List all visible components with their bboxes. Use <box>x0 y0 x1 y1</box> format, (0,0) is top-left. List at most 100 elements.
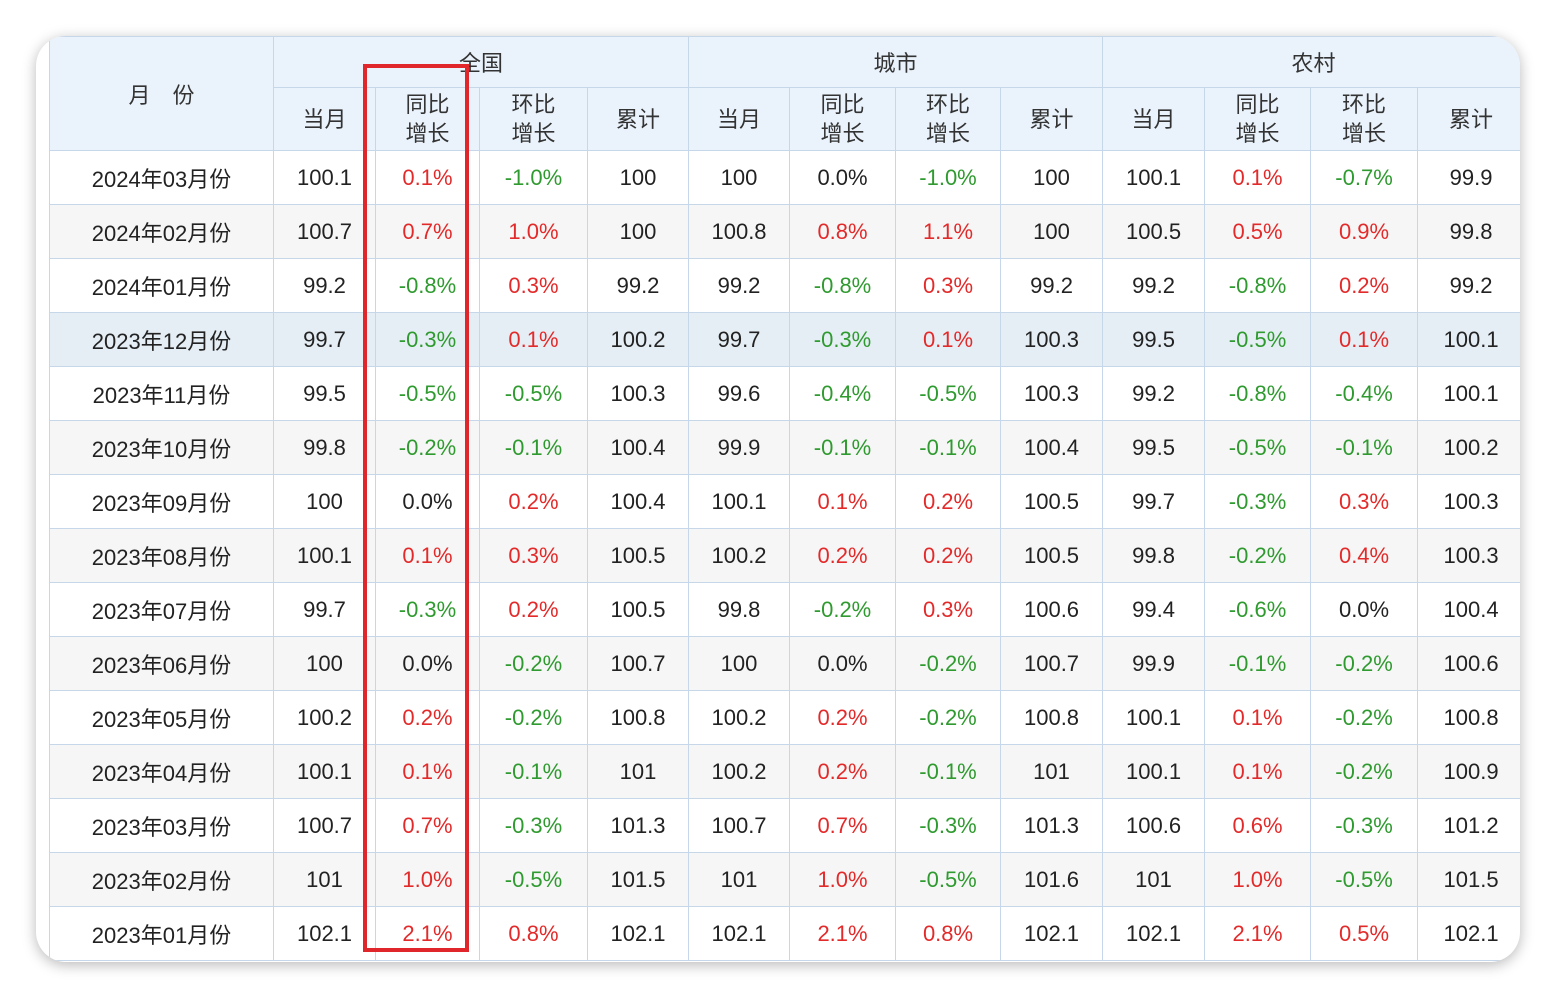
cell-rural-current-month: 99.5 <box>1102 420 1206 475</box>
cell-urban-current-month: 100 <box>688 150 791 205</box>
month-header: 月 份 <box>49 36 274 151</box>
cell-rural-yoy-growth: 1.0% <box>1204 852 1312 907</box>
cell-national-current-month: 100.1 <box>273 744 376 799</box>
cell-national-current-month: 99.5 <box>273 366 376 421</box>
cell-rural-current-month: 99.4 <box>1102 582 1206 637</box>
cell-rural-cumulative: 100.2 <box>1417 420 1520 475</box>
cell-rural-mom-growth: 0.5% <box>1310 906 1419 961</box>
cell-urban-mom-growth: -0.1% <box>895 420 1002 475</box>
cell-urban-yoy-growth: 1.0% <box>789 852 897 907</box>
cell-national-yoy-growth: -0.3% <box>375 312 480 367</box>
cell-urban-cumulative: 100.4 <box>1000 420 1104 475</box>
cell-rural-mom-growth: 0.0% <box>1310 582 1419 637</box>
cell-rural-yoy-growth: -0.3% <box>1204 474 1312 529</box>
cell-rural-cumulative: 100.3 <box>1417 528 1520 583</box>
table-row: 2023年06月份 100 0.0% -0.2% 100.7 100 0.0% -0.2% 10… <box>49 636 1520 691</box>
cell-urban-mom-growth: -0.2% <box>895 636 1002 691</box>
cell-national-cumulative: 100.4 <box>586 420 690 475</box>
cell-rural-mom-growth: -0.1% <box>1310 420 1419 475</box>
cell-rural-current-month: 102.1 <box>1102 906 1206 961</box>
cell-urban-yoy-growth: -0.3% <box>789 312 897 367</box>
subheader-rural-yoy-growth: 同比 增长 <box>1204 87 1312 151</box>
cell-national-current-month: 99.7 <box>273 582 376 637</box>
cell-national-current-month: 99.2 <box>273 258 376 313</box>
cell-rural-yoy-growth: -0.1% <box>1204 636 1312 691</box>
cell-national-mom-growth: -0.2% <box>479 690 588 745</box>
table-row: 2023年05月份 100.2 0.2% -0.2% 100.8 100.2 0.2% -0.… <box>49 690 1520 745</box>
cell-national-mom-growth: -0.2% <box>479 636 588 691</box>
cell-rural-yoy-growth: -0.5% <box>1204 312 1312 367</box>
month-cell: 2023年07月份 <box>49 582 274 637</box>
cell-rural-mom-growth: -0.3% <box>1310 798 1419 853</box>
table-row: 2024年02月份 100.7 0.7% 1.0% 100 100.8 0.8% 1.1% 10… <box>49 204 1520 259</box>
cell-rural-mom-growth: 0.4% <box>1310 528 1419 583</box>
cell-national-current-month: 100.7 <box>273 798 376 853</box>
cell-rural-current-month: 100.6 <box>1102 798 1206 853</box>
subheader-national-mom-growth: 环比 增长 <box>479 87 588 151</box>
cell-urban-cumulative: 101 <box>1000 744 1104 799</box>
cell-national-mom-growth: 0.2% <box>479 582 588 637</box>
cell-rural-mom-growth: -0.2% <box>1310 744 1419 799</box>
cell-rural-cumulative: 99.2 <box>1417 258 1520 313</box>
cell-national-yoy-growth: 0.0% <box>375 474 480 529</box>
cell-urban-mom-growth: 0.2% <box>895 474 1002 529</box>
cell-urban-yoy-growth: -0.1% <box>789 420 897 475</box>
table-row: 2023年08月份 100.1 0.1% 0.3% 100.5 100.2 0.2% 0.2%… <box>49 528 1520 583</box>
cell-urban-mom-growth: -0.3% <box>895 798 1002 853</box>
cell-rural-mom-growth: -0.2% <box>1310 690 1419 745</box>
cell-urban-cumulative: 100.5 <box>1000 474 1104 529</box>
cell-urban-cumulative: 100.3 <box>1000 366 1104 421</box>
cell-national-mom-growth: 0.1% <box>479 312 588 367</box>
cell-urban-cumulative: 100 <box>1000 150 1104 205</box>
cell-national-current-month: 100.1 <box>273 150 376 205</box>
table-row: 2023年02月份 101 1.0% -0.5% 101.5 101 1.0% -0.5% 10… <box>49 852 1520 907</box>
month-cell: 2023年11月份 <box>49 366 274 421</box>
cell-urban-current-month: 100.2 <box>688 690 791 745</box>
cell-national-current-month: 100.2 <box>273 690 376 745</box>
cell-urban-current-month: 100.7 <box>688 798 791 853</box>
cell-rural-cumulative: 100.1 <box>1417 366 1520 421</box>
cell-urban-current-month: 102.1 <box>688 906 791 961</box>
cell-national-cumulative: 100.8 <box>586 690 690 745</box>
cell-rural-mom-growth: 0.2% <box>1310 258 1419 313</box>
cell-urban-cumulative: 102.1 <box>1000 906 1104 961</box>
cell-national-yoy-growth: -0.8% <box>375 258 480 313</box>
cell-urban-current-month: 99.8 <box>688 582 791 637</box>
cell-urban-cumulative: 100.6 <box>1000 582 1104 637</box>
cell-rural-cumulative: 101.2 <box>1417 798 1520 853</box>
cell-rural-current-month: 100.1 <box>1102 744 1206 799</box>
subheader-rural-mom-growth: 环比 增长 <box>1310 87 1419 151</box>
cell-national-yoy-growth: 1.0% <box>375 852 480 907</box>
cell-national-current-month: 100.7 <box>273 204 376 259</box>
month-cell: 2023年12月份 <box>49 312 274 367</box>
cell-rural-yoy-growth: 0.5% <box>1204 204 1312 259</box>
cell-national-yoy-growth: -0.2% <box>375 420 480 475</box>
subheader-urban-yoy-growth: 同比 增长 <box>789 87 897 151</box>
cell-national-yoy-growth: 0.7% <box>375 798 480 853</box>
subheader-urban-cumulative: 累计 <box>1000 87 1104 151</box>
cell-national-mom-growth: 0.8% <box>479 906 588 961</box>
month-cell: 2023年06月份 <box>49 636 274 691</box>
table-row: 2023年10月份 99.8 -0.2% -0.1% 100.4 99.9 -0.1% -0.… <box>49 420 1520 475</box>
month-cell: 2023年03月份 <box>49 798 274 853</box>
cell-rural-cumulative: 100.9 <box>1417 744 1520 799</box>
cell-national-yoy-growth: 0.7% <box>375 204 480 259</box>
cell-national-current-month: 100.1 <box>273 528 376 583</box>
cell-urban-current-month: 100.2 <box>688 744 791 799</box>
group-header-urban: 城市 <box>688 36 1104 88</box>
cell-urban-current-month: 100 <box>688 636 791 691</box>
cell-national-mom-growth: -0.1% <box>479 744 588 799</box>
table-row: 2023年03月份 100.7 0.7% -0.3% 101.3 100.7 0.7% -0.… <box>49 798 1520 853</box>
cell-rural-mom-growth: -0.4% <box>1310 366 1419 421</box>
group-header-national: 全国 <box>272 36 690 88</box>
cell-national-current-month: 99.8 <box>273 420 376 475</box>
cell-rural-mom-growth: -0.7% <box>1310 150 1419 205</box>
cell-urban-cumulative: 100.7 <box>1000 636 1104 691</box>
month-cell: 2023年02月份 <box>49 852 274 907</box>
cell-national-current-month: 101 <box>273 852 376 907</box>
cell-urban-mom-growth: 1.1% <box>895 204 1002 259</box>
cell-national-mom-growth: -0.5% <box>479 366 588 421</box>
cell-urban-current-month: 99.7 <box>688 312 791 367</box>
cell-urban-yoy-growth: 0.7% <box>789 798 897 853</box>
cell-rural-cumulative: 99.8 <box>1417 204 1520 259</box>
